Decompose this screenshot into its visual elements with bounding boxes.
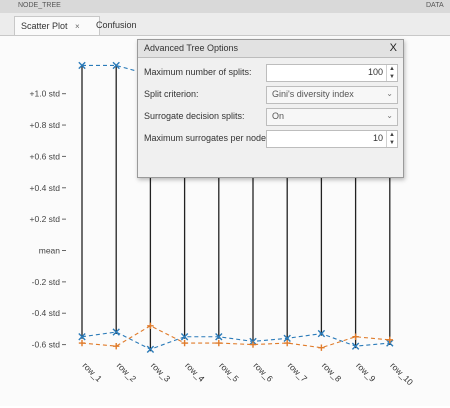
data-point [318,344,325,351]
series-line-2 [81,325,390,349]
data-point [284,339,291,347]
data-point [283,334,291,343]
data-point [215,339,222,347]
data-point [386,336,393,344]
series-line-1 [81,331,390,350]
split-criterion-select[interactable]: Gini's diversity index ⌄ [266,86,398,104]
data-point [78,61,86,70]
x-tick-label: row_4 [183,360,207,384]
x-tick-label: row_2 [115,360,139,384]
window-title-right: DATA [426,2,444,9]
x-tick-label: row_6 [252,360,276,384]
surrogate-splits-label: Surrogate decision splits: [144,111,245,121]
chevron-down-icon[interactable]: ⌄ [386,89,393,98]
data-point [352,333,359,340]
data-point [147,322,154,329]
y-tick-label: -0.6 std [32,340,61,350]
x-tick-label: row_5 [217,360,241,384]
plot-panel: +1.0 std +0.8 std +0.6 std +0.4 std +0.2 std… [0,36,450,406]
y-tick-label: -0.4 std [32,308,61,318]
max-surrogates-value: 10 [372,133,383,143]
y-tick-label: +0.2 std [30,214,61,224]
close-icon[interactable]: X [389,42,397,54]
spinner-arrows-icon[interactable]: ▲ ▼ [386,131,397,147]
spinner-arrows-icon[interactable]: ▲ ▼ [386,65,397,81]
data-point [317,329,326,338]
split-criterion-label: Split criterion: [144,89,199,99]
data-point [180,333,189,341]
data-point [249,341,257,348]
chevron-down-icon[interactable]: ⌄ [386,111,393,120]
max-surrogates-label: Maximum surrogates per node: [144,133,269,143]
y-tick-label: -0.2 std [32,277,61,287]
x-tick-label: row_3 [149,360,173,384]
y-tick-label: +0.8 std [30,120,61,130]
data-point [78,333,86,341]
data-point [78,339,86,347]
x-tick-label: row_10 [388,360,415,387]
y-tick-label: mean [39,246,61,256]
dialog-titlebar: Advanced Tree Options X [138,40,403,58]
x-tick-label: row_1 [81,360,105,384]
data-point [215,333,223,341]
tab-close-icon[interactable]: × [75,22,80,31]
data-point [112,328,120,336]
x-tick-label: row_7 [286,360,310,384]
tab-scatter-plot[interactable]: Scatter Plot × [14,16,100,35]
advanced-tree-options-dialog: Advanced Tree Options X Maximum number o… [137,39,404,178]
tab-confusion-label: Confusion [96,20,137,30]
data-point [181,339,188,347]
data-point [146,345,155,353]
x-tick-label: row_9 [354,360,378,384]
y-tick-label: +0.6 std [30,151,61,161]
y-tick-label: +1.0 std [30,89,61,99]
max-splits-value: 100 [367,67,383,77]
x-tick-label: row_8 [320,360,344,384]
surrogate-splits-select[interactable]: On ⌄ [266,108,398,126]
max-splits-label: Maximum number of splits: [144,67,252,77]
y-tick-label: +0.4 std [30,183,61,193]
tab-confusion[interactable]: Confusion [90,16,162,34]
split-criterion-value: Gini's diversity index [272,89,354,99]
window-title-left: NODE_TREE [18,2,61,9]
data-point [112,61,120,70]
dialog-title: Advanced Tree Options [144,43,239,53]
tab-bar: Scatter Plot × Confusion [0,13,450,36]
tab-scatter-plot-label: Scatter Plot [21,21,68,31]
max-splits-spinbox[interactable]: 100 ▲ ▼ [266,64,398,82]
surrogate-splits-value: On [272,111,285,121]
window-titlebar: NODE_TREE DATA [0,0,450,14]
data-point [351,342,360,350]
max-surrogates-spinbox[interactable]: 10 ▲ ▼ [266,130,398,148]
data-point [113,342,120,350]
